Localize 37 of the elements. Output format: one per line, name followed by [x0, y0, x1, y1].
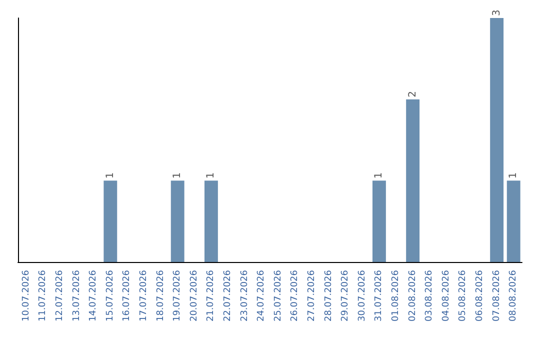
x-tick-label: 13.07.2026	[72, 270, 82, 322]
data-label: 1	[374, 172, 385, 179]
x-tick-label: 22.07.2026	[223, 270, 233, 322]
x-tick-label: 28.07.2026	[324, 270, 334, 322]
x-tick-label: 21.07.2026	[206, 270, 216, 322]
x-tick-label: 10.07.2026	[21, 270, 32, 322]
x-tick-label: 12.07.2026	[55, 270, 65, 322]
data-label: 3	[491, 10, 502, 16]
x-tick-label: 24.07.2026	[256, 270, 267, 322]
x-tick-label: 27.07.2026	[307, 270, 317, 322]
x-tick-label: 29.07.2026	[340, 270, 351, 322]
x-tick-label: 16.07.2026	[122, 270, 132, 322]
x-tick-label: 20.07.2026	[189, 270, 200, 322]
data-label: 1	[508, 172, 520, 179]
x-tick-label: 25.07.2026	[273, 270, 284, 322]
data-label: 2	[407, 90, 418, 98]
x-tick-label: 11.07.2026	[38, 270, 48, 322]
x-tick-label: 03.08.2026	[424, 270, 435, 322]
x-tick-label: 23.07.2026	[240, 270, 250, 322]
x-tick-label: 30.07.2026	[357, 270, 368, 322]
x-tick-label: 26.07.2026	[290, 270, 300, 322]
data-label: 1	[104, 172, 116, 179]
x-tick-label: 08.08.2026	[508, 270, 519, 322]
data-label: 1	[206, 172, 217, 179]
data-label: 1	[172, 172, 184, 179]
x-tick-label: 07.08.2026	[492, 270, 502, 322]
x-tick-label: 14.07.2026	[88, 270, 99, 322]
x-tick-label: 31.07.2026	[374, 270, 384, 322]
x-tick-label: 04.08.2026	[441, 270, 452, 322]
x-tick-label: 19.07.2026	[172, 270, 183, 322]
x-tick-label: 01.08.2026	[391, 270, 401, 322]
x-tick-label: 15.07.2026	[105, 270, 116, 322]
x-tick-label: 18.07.2026	[156, 270, 166, 322]
x-tick-label: 02.08.2026	[408, 270, 418, 322]
x-tick-label: 17.07.2026	[139, 270, 149, 322]
x-tick-label: 06.08.2026	[475, 270, 485, 322]
x-tick-label: 05.08.2026	[458, 270, 468, 322]
